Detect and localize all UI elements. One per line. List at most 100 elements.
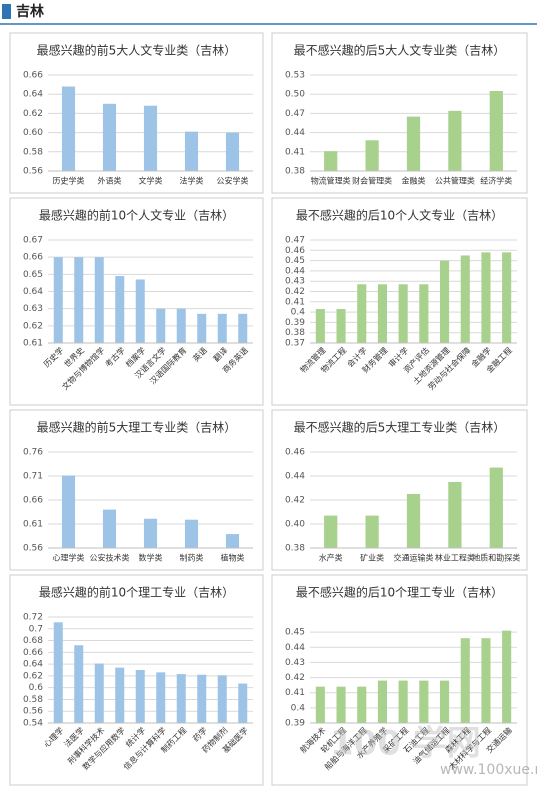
- bar: [61, 86, 76, 171]
- bar: [377, 680, 388, 723]
- y-tick-label: 0.41: [285, 688, 305, 698]
- chart-panel: 最不感兴趣的后5大理工专业类（吉林） 0.38 0.40 0.42 0.44 0.46 水产…: [271, 409, 528, 571]
- y-tick-label: 0.53: [285, 71, 305, 81]
- y-tick-label: 0.76: [23, 448, 43, 458]
- chart-panel: 最不感兴趣的后5大人文专业类（吉林） 0.38 0.41 0.44 0.47 0.50 0.…: [271, 32, 528, 194]
- y-tick-label: 0.71: [23, 472, 43, 482]
- x-tick-label: 地质和勘探类: [472, 553, 520, 563]
- y-tick-label: 0.4: [291, 703, 306, 713]
- bar: [197, 674, 207, 723]
- bar: [94, 663, 104, 723]
- y-tick-label: 0.40: [285, 520, 305, 530]
- chart-title: 最感兴趣的前5大理工专业类（吉林）: [37, 420, 237, 435]
- chart-panel: 最不感兴趣的后10个人文专业（吉林）0.370.380.390.40.410.4…: [271, 197, 528, 406]
- y-tick-label: 0.56: [23, 544, 43, 554]
- y-tick-label: 0.60: [23, 128, 43, 138]
- bar: [398, 680, 408, 723]
- y-tick-label: 0.44: [285, 472, 305, 482]
- bar: [176, 674, 186, 723]
- y-tick-label: 0.46: [285, 448, 305, 458]
- x-tick-label: 公安技术类: [90, 553, 130, 563]
- x-tick-label: 财会管理类: [352, 176, 392, 186]
- y-tick-label: 0.47: [285, 109, 305, 119]
- chart-title: 最不感兴趣的后10个人文专业（吉林）: [296, 208, 503, 223]
- y-tick-label: 0.62: [23, 671, 43, 681]
- x-tick-label: 水产类: [319, 553, 343, 563]
- bar: [176, 308, 186, 343]
- y-tick-label: 0.42: [285, 287, 305, 297]
- y-tick-label: 0.64: [23, 90, 43, 100]
- x-tick-label: 历史学类: [53, 176, 85, 186]
- bar: [238, 683, 248, 723]
- panel-border: [271, 574, 528, 786]
- y-tick-label: 0.4: [291, 308, 306, 318]
- y-tick-label: 0.39: [285, 719, 305, 729]
- x-tick-label: 交通运输类: [394, 553, 434, 563]
- y-tick-label: 0.67: [23, 236, 43, 246]
- bar: [315, 686, 325, 723]
- y-tick-label: 0.42: [285, 496, 305, 506]
- y-tick-label: 0.6: [29, 683, 44, 693]
- x-tick-label: 公共管理类: [435, 176, 475, 186]
- x-tick-label: 矿业类: [360, 553, 384, 563]
- header-title: 吉林: [16, 3, 44, 20]
- bar: [365, 515, 379, 548]
- y-tick-label: 0.66: [23, 71, 43, 81]
- bar: [184, 131, 199, 171]
- bar: [74, 645, 84, 723]
- bar: [225, 132, 240, 171]
- y-tick-label: 0.37: [285, 339, 305, 349]
- y-tick-label: 0.61: [23, 339, 43, 349]
- x-tick-label: 金融类: [402, 176, 426, 186]
- bar: [336, 686, 346, 723]
- bar: [115, 667, 125, 723]
- bar: [143, 518, 158, 548]
- bar: [481, 638, 491, 723]
- y-tick-label: 0.44: [285, 128, 305, 138]
- y-tick-label: 0.47: [285, 236, 305, 246]
- bar: [156, 672, 166, 723]
- bar: [94, 257, 104, 343]
- bar: [238, 313, 248, 343]
- x-tick-label: 外语类: [98, 176, 122, 186]
- panel-border: [271, 409, 528, 571]
- bar: [357, 284, 367, 343]
- bar: [102, 509, 117, 548]
- bar: [419, 680, 429, 723]
- bar: [357, 686, 367, 723]
- charts: 最感兴趣的前5大人文专业类（吉林）0.560.580.600.620.640.6…: [9, 32, 528, 786]
- bar: [156, 308, 166, 343]
- y-tick-label: 0.44: [285, 266, 305, 276]
- y-tick-label: 0.56: [23, 707, 43, 717]
- x-tick-label: 文学类: [139, 176, 163, 186]
- y-tick-label: 0.46: [285, 246, 305, 256]
- y-tick-label: 0.39: [285, 318, 305, 328]
- y-tick-label: 0.58: [23, 147, 43, 157]
- bar: [135, 279, 145, 343]
- y-tick-label: 0.61: [23, 520, 43, 530]
- y-tick-label: 0.68: [23, 636, 43, 646]
- x-tick-label: 植物类: [221, 553, 245, 563]
- chart-title: 最不感兴趣的后10个理工专业（吉林）: [296, 585, 503, 600]
- bar: [197, 313, 207, 343]
- y-tick-label: 0.7: [29, 624, 43, 634]
- bar: [439, 260, 450, 343]
- bar: [439, 680, 450, 723]
- bar: [315, 309, 325, 343]
- bar: [184, 519, 199, 548]
- y-tick-label: 0.38: [285, 167, 305, 177]
- chart-title: 最不感兴趣的后5大人文专业类（吉林）: [294, 43, 506, 58]
- bar: [460, 255, 470, 343]
- chart-title: 最感兴趣的前10个理工专业（吉林）: [39, 585, 234, 600]
- bar: [460, 638, 470, 723]
- bar: [377, 284, 388, 343]
- bar: [448, 110, 462, 171]
- bar: [102, 103, 117, 171]
- bar: [74, 257, 84, 343]
- bar: [502, 252, 512, 343]
- y-tick-label: 0.66: [23, 253, 43, 263]
- bar: [324, 151, 338, 171]
- x-tick-label: 经济学类: [480, 176, 512, 186]
- y-tick-label: 0.64: [23, 660, 43, 670]
- bar: [115, 276, 125, 343]
